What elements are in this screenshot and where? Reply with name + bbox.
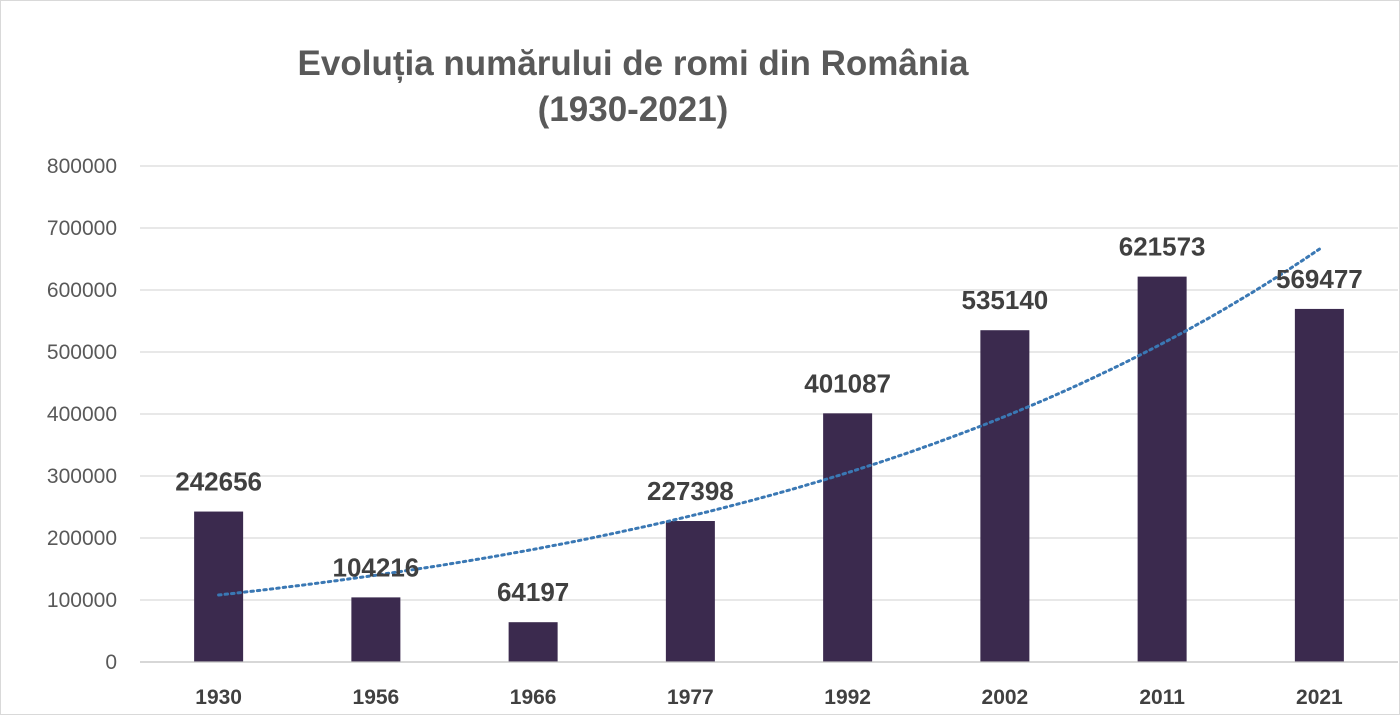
bar — [1294, 308, 1344, 662]
data-label: 104216 — [332, 552, 419, 582]
y-tick-label: 600000 — [47, 279, 117, 302]
bar — [1137, 276, 1187, 662]
bar — [980, 330, 1030, 662]
x-tick-label: 1956 — [353, 686, 400, 709]
y-tick-label: 100000 — [47, 589, 117, 612]
trendline — [217, 247, 1321, 597]
data-label: 621573 — [1119, 232, 1206, 262]
data-label: 227398 — [647, 476, 734, 506]
x-tick-label: 2011 — [1139, 686, 1185, 709]
x-tick-label: 1966 — [510, 686, 557, 709]
y-tick-label: 500000 — [47, 341, 117, 364]
chart-title: Evoluția numărului de romi din România (… — [233, 41, 1033, 133]
bar — [508, 622, 558, 662]
x-tick-label: 2002 — [982, 686, 1029, 709]
y-tick-label: 800000 — [47, 155, 117, 178]
bar — [823, 413, 873, 662]
y-tick-label: 0 — [105, 651, 117, 674]
y-tick-label: 700000 — [47, 217, 117, 240]
bar — [194, 511, 244, 662]
chart-title-line-2: (1930-2021) — [537, 90, 729, 129]
y-tick-label: 300000 — [47, 465, 117, 488]
bar — [665, 521, 715, 662]
y-tick-label: 200000 — [47, 527, 117, 550]
x-tick-label: 1977 — [667, 686, 714, 709]
x-tick-label: 1930 — [195, 686, 242, 709]
y-tick-label: 400000 — [47, 403, 117, 426]
data-label: 401087 — [804, 368, 891, 398]
data-label: 569477 — [1276, 264, 1363, 294]
data-label: 64197 — [497, 577, 569, 607]
bar — [351, 597, 401, 662]
data-label: 535140 — [961, 285, 1048, 315]
x-tick-label: 1992 — [824, 686, 871, 709]
chart-title-line-1: Evoluția numărului de romi din România — [297, 44, 969, 83]
x-tick-label: 2021 — [1296, 686, 1343, 709]
data-label: 242656 — [175, 467, 262, 497]
